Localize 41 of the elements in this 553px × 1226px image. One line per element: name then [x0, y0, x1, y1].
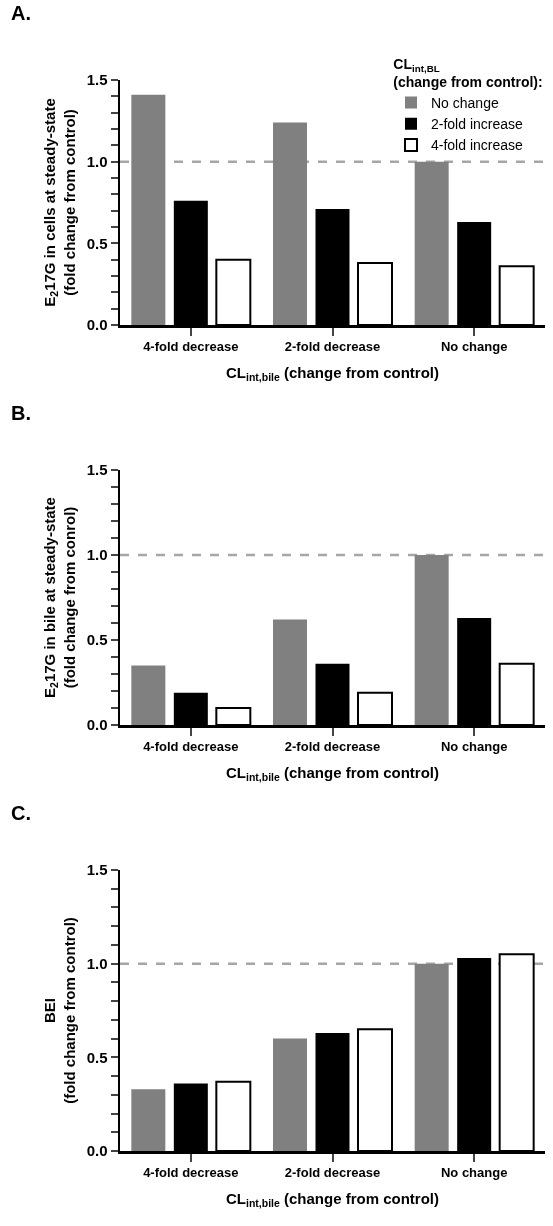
x-tick-label: 2-fold decrease — [284, 739, 381, 755]
x-tick-label: 4-fold decrease — [143, 1165, 239, 1181]
bar — [131, 665, 166, 725]
y-tick-label: 1.0 — [86, 152, 108, 170]
chart-title: A. — [11, 2, 32, 24]
x-tick-label: 2-fold decrease — [284, 339, 381, 355]
y-tick-label: 0.0 — [86, 1142, 108, 1160]
x-axis-title: CL$_{int,bile}$ (change from control) — [225, 764, 440, 784]
y-tick-label: 1.0 — [86, 954, 108, 972]
x-tick-label: No change — [440, 339, 508, 355]
y-tick-label: 0.5 — [86, 631, 108, 649]
x-tick-label: No change — [440, 1165, 508, 1181]
bar — [273, 122, 307, 325]
chart-title: C. — [11, 802, 32, 825]
bar — [131, 94, 166, 325]
y-tick-label: 1.0 — [86, 546, 108, 564]
legend-title: CL$_{int,BL}$ (change from control): — [393, 55, 543, 90]
x-tick-label: 4-fold decrease — [143, 739, 239, 755]
x-tick-label: 4-fold decrease — [143, 339, 239, 355]
bar — [273, 619, 307, 725]
y-tick-label: 1.5 — [86, 71, 108, 89]
y-tick-label: 1.5 — [86, 861, 108, 879]
x-tick-label: 2-fold decrease — [284, 1165, 381, 1181]
legend-label: 2-fold increase — [431, 116, 524, 133]
y-tick-label: 0.0 — [86, 716, 108, 734]
y-tick-label: 0.0 — [86, 316, 108, 334]
x-axis-title: CL$_{int,bile}$ (change from control) — [225, 364, 440, 384]
bar — [414, 161, 449, 325]
legend-label: 4-fold increase — [431, 137, 524, 154]
bar — [131, 1089, 166, 1151]
y-axis-title: BEI (fold change from control) — [41, 917, 78, 1104]
bar — [414, 963, 449, 1151]
y-tick-label: 0.5 — [86, 234, 108, 252]
y-tick-label: 1.5 — [86, 461, 108, 479]
x-tick-label: No change — [440, 739, 508, 755]
bar — [414, 555, 449, 725]
x-axis-title: CL$_{int,bile}$ (change from control) — [225, 1190, 440, 1210]
bar — [273, 1038, 307, 1151]
legend-label: No change — [431, 95, 499, 112]
y-tick-label: 0.5 — [86, 1048, 108, 1066]
chart-title: B. — [11, 402, 32, 424]
